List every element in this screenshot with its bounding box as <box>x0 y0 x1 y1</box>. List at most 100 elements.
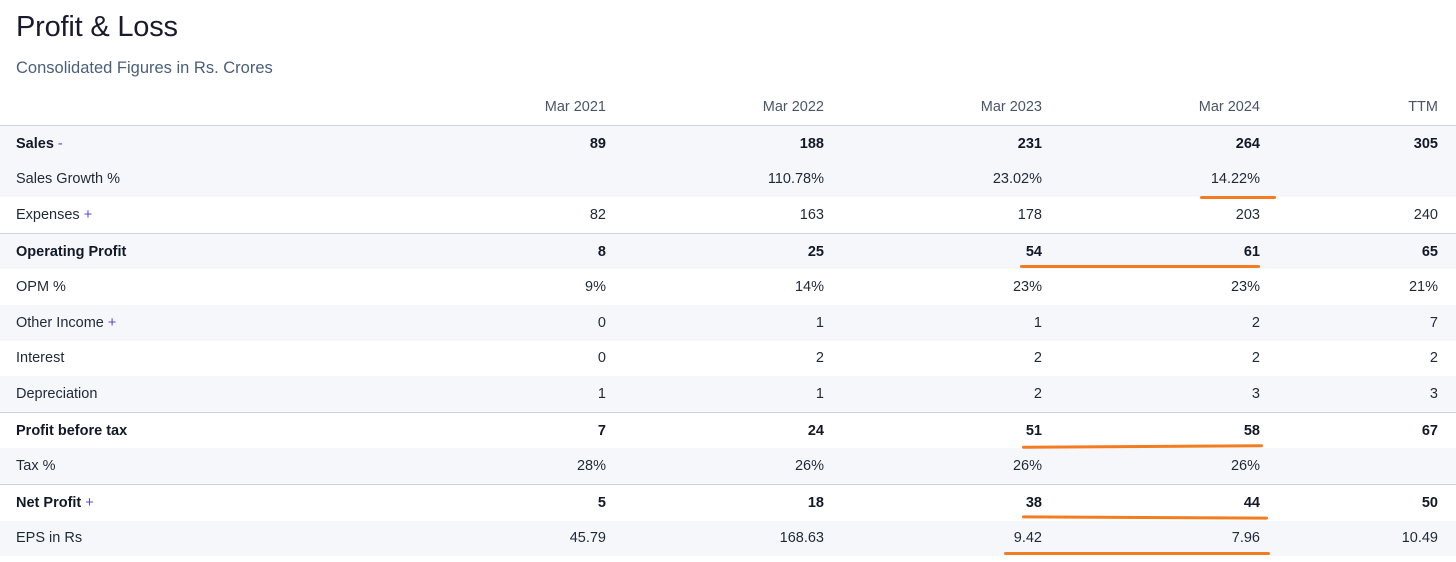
cell-mar-2021: 7 <box>390 411 616 449</box>
cell-mar-2024: 203 <box>1235 206 1260 223</box>
cell-ttm: 240 <box>1413 206 1438 223</box>
row-label-cell: Depreciation <box>0 376 390 413</box>
cell-mar-2022: 26% <box>616 448 834 485</box>
cell-ttm: 50 <box>1270 483 1456 521</box>
cell-mar-2023: 51 <box>834 411 1052 449</box>
cell-mar-2023: 178 <box>1017 206 1042 223</box>
row-label-cell: Operating Profit <box>0 232 390 270</box>
row-label: Net Profit <box>16 494 82 511</box>
row-label: OPM % <box>16 279 66 296</box>
expand-toggle[interactable]: + <box>85 494 94 511</box>
cell-mar-2021: 0 <box>390 304 616 341</box>
expand-toggle[interactable]: + <box>83 206 93 223</box>
cell-mar-2022: 25 <box>616 232 834 270</box>
cell-mar-2021: 28% <box>390 448 616 485</box>
cell-mar-2023: 2 <box>1033 350 1042 367</box>
cell-mar-2024: 2 <box>1251 350 1260 367</box>
cell-mar-2022: 2 <box>815 350 824 367</box>
row-label: Other Income <box>16 314 104 331</box>
row-label: Sales <box>16 135 54 152</box>
cell-mar-2024: 26% <box>1052 448 1270 485</box>
row-label-cell: EPS in Rs <box>0 520 390 557</box>
row-label-cell[interactable]: Other Income + <box>0 304 390 341</box>
cell-mar-2023: 38 <box>834 483 1052 521</box>
cell-mar-2021: 1 <box>390 376 616 413</box>
cell-mar-2022: 1 <box>616 304 834 341</box>
cell-mar-2022: 110.78% <box>616 161 834 198</box>
row-label: Interest <box>16 350 65 367</box>
row-label: Operating Profit <box>16 243 127 260</box>
cell-mar-2023: 26% <box>834 448 1052 485</box>
row-label-cell[interactable]: Sales - <box>0 125 390 162</box>
cell-ttm: 7 <box>1270 304 1456 341</box>
cell-ttm: 21% <box>1408 279 1438 296</box>
cell-ttm: 2 <box>1429 350 1438 367</box>
highlight-underline <box>1020 265 1260 268</box>
table-row: Sales Growth % 110.78% 23.02% 14.22% <box>0 161 1456 198</box>
column-header-label <box>0 89 390 126</box>
cell-mar-2023: 54 <box>834 232 1052 270</box>
cell-mar-2021: 82 <box>589 206 606 223</box>
table-row: Sales -89 188 231 264 305 <box>0 125 1456 162</box>
cell-mar-2024: 264 <box>1052 125 1270 162</box>
table-row: Other Income +0 1 1 2 7 <box>0 304 1456 341</box>
cell-mar-2022: 24 <box>616 411 834 449</box>
row-label-cell: Interest <box>0 341 390 377</box>
cell-mar-2022: 168.63 <box>616 520 834 557</box>
cell-mar-2023: 23.02% <box>834 161 1052 198</box>
row-label: Depreciation <box>16 385 98 402</box>
cell-mar-2021 <box>390 161 616 198</box>
table-row: EPS in Rs 45.79 168.63 9.42 7.96 10.49 <box>0 520 1456 557</box>
row-label-cell: OPM % <box>0 269 390 305</box>
row-label: Tax % <box>16 458 56 475</box>
cell-mar-2024: 58 <box>1052 411 1270 449</box>
column-header-mar-2024: Mar 2024 <box>1052 89 1270 126</box>
table-row: Profit before tax 7 24 51 58 67 <box>0 411 1456 449</box>
row-label: EPS in Rs <box>16 530 83 547</box>
cell-mar-2024: 44 <box>1052 483 1270 521</box>
row-label: Profit before tax <box>16 422 128 439</box>
cell-ttm: 305 <box>1270 125 1456 162</box>
cell-mar-2021: 0 <box>597 350 606 367</box>
table-row: Tax % 28% 26% 26% 26% <box>0 448 1456 485</box>
cell-mar-2021: 9% <box>585 279 606 296</box>
row-label-cell: Profit before tax <box>0 411 390 449</box>
cell-mar-2021: 5 <box>390 483 616 521</box>
cell-mar-2023: 9.42 <box>834 520 1052 557</box>
table-header-row: Mar 2021 Mar 2022 Mar 2023 Mar 2024 TTM <box>0 89 1456 126</box>
cell-mar-2023: 231 <box>834 125 1052 162</box>
cell-mar-2023: 23% <box>1012 279 1042 296</box>
cell-ttm: 65 <box>1270 232 1456 270</box>
row-label-cell: Sales Growth % <box>0 161 390 198</box>
highlight-underline <box>1200 196 1276 199</box>
cell-ttm: 10.49 <box>1270 520 1456 557</box>
column-header-mar-2022: Mar 2022 <box>616 89 834 126</box>
highlight-underline <box>1004 552 1270 555</box>
expand-toggle[interactable]: + <box>107 314 117 331</box>
collapse-toggle[interactable]: - <box>57 135 63 152</box>
table-row: Expenses +82 163 178 203 240 <box>0 197 1456 233</box>
profit-loss-table: Mar 2021 Mar 2022 Mar 2023 Mar 2024 TTM … <box>0 89 1456 557</box>
row-label: Expenses <box>16 206 80 223</box>
row-label: Sales Growth % <box>16 171 120 188</box>
table-row: Net Profit +5 18 38 44 50 <box>0 483 1456 521</box>
cell-mar-2024: 14.22% <box>1052 161 1270 198</box>
cell-mar-2022: 18 <box>616 483 834 521</box>
cell-mar-2024: 23% <box>1230 279 1260 296</box>
cell-mar-2023: 2 <box>834 376 1052 413</box>
column-header-mar-2021: Mar 2021 <box>390 89 616 126</box>
table-row: Depreciation 1 1 2 3 3 <box>0 376 1456 413</box>
row-label-cell[interactable]: Expenses + <box>0 197 390 233</box>
table-row: Interest 0 2 2 2 2 <box>0 341 1456 377</box>
cell-mar-2022: 1 <box>616 376 834 413</box>
cell-mar-2022: 14% <box>794 279 824 296</box>
cell-mar-2024: 3 <box>1052 376 1270 413</box>
column-header-mar-2023: Mar 2023 <box>834 89 1052 126</box>
cell-mar-2021: 45.79 <box>390 520 616 557</box>
cell-mar-2023: 1 <box>834 304 1052 341</box>
row-label-cell: Tax % <box>0 448 390 485</box>
cell-mar-2024: 7.96 <box>1052 520 1270 557</box>
table-row: Operating Profit 8 25 54 61 65 <box>0 232 1456 270</box>
row-label-cell[interactable]: Net Profit + <box>0 483 390 521</box>
cell-mar-2024: 2 <box>1052 304 1270 341</box>
